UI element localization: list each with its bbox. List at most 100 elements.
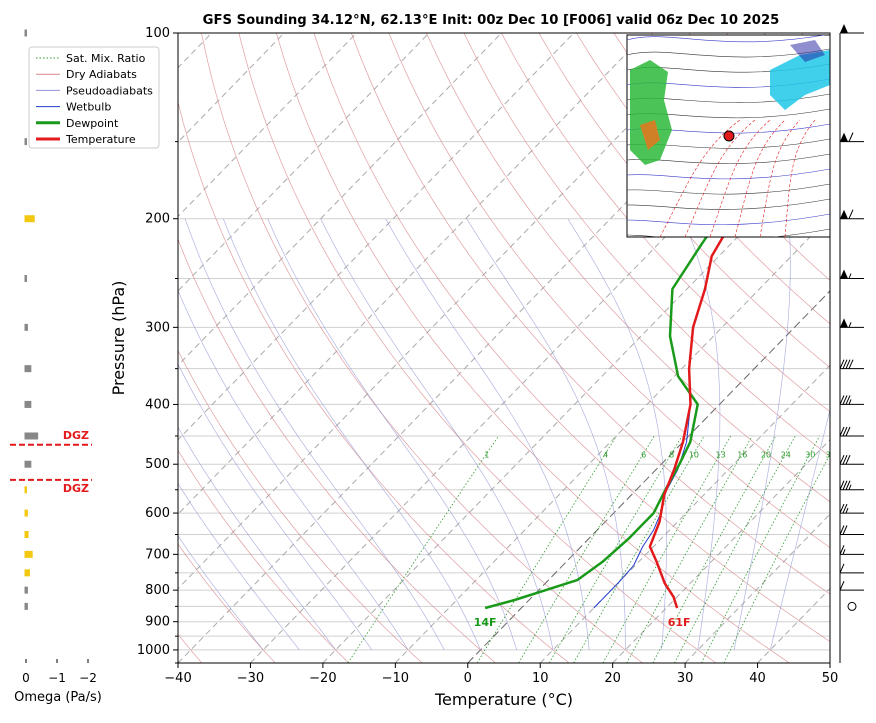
pseudoadiabat: [733, 218, 791, 650]
map-temp-contour: [759, 119, 801, 237]
dry-adiabat: [501, 33, 830, 413]
map-temp-contour: [709, 119, 771, 237]
map-location-marker: [723, 130, 735, 142]
barb-half-flag: [848, 322, 852, 328]
dry-adiabat: [201, 33, 643, 663]
omega-tick-label: 0: [22, 671, 30, 685]
isotherm-line: [178, 33, 285, 143]
legend-label: Wetbulb: [66, 101, 111, 114]
barb-flag: [839, 359, 845, 369]
legend-label: Dewpoint: [66, 117, 119, 130]
dry-adiabat: [238, 33, 717, 663]
barb-flag: [845, 455, 851, 465]
wind-barb: [840, 24, 864, 34]
wind-barb: [839, 563, 864, 574]
mixing-ratio-line: [347, 435, 499, 663]
dry-adiabat: [839, 33, 876, 663]
barb-flag: [839, 525, 845, 535]
wind-barb: [840, 269, 864, 280]
pseudoadiabat: [178, 363, 373, 651]
isotherm-line: [467, 290, 830, 663]
barb-flag: [839, 545, 845, 555]
mixing-ratio-label: 1: [484, 450, 489, 459]
barb-flag: [839, 395, 845, 405]
barb-flag: [848, 132, 854, 142]
isotherm-line: [829, 662, 830, 663]
calm-circle: [847, 601, 857, 611]
pseudoadiabat: [267, 218, 518, 650]
x-axis-label: Temperature (°C): [434, 690, 573, 709]
x-tick-label: 20: [604, 671, 621, 686]
mixing-ratio-label: 6: [641, 450, 646, 459]
map-precip-green: [630, 60, 672, 165]
legend: Sat. Mix. Ratio Dry Adiabats Pseudoadiabat…: [28, 46, 160, 149]
wind-barb: [839, 455, 864, 465]
dry-adiabat: [351, 33, 830, 595]
mixing-ratio-label: 4: [603, 450, 608, 459]
mixing-ratio-line: [476, 435, 617, 663]
dry-adiabat: [178, 349, 423, 663]
wind-barb: [840, 318, 864, 328]
mixing-ratio-label: 36: [825, 450, 835, 459]
map-contour: [627, 213, 830, 226]
map-contour: [627, 198, 830, 210]
x-tick-label: 10: [532, 671, 549, 686]
map-contour: [627, 35, 826, 43]
x-tick-label: −20: [309, 671, 336, 686]
dry-adiabat: [538, 33, 830, 369]
mixing-ratio-line: [723, 453, 830, 663]
barb-flag: [848, 359, 854, 369]
dry-adiabat: [178, 543, 276, 663]
barb-half-flag: [848, 399, 852, 405]
barb-flag: [839, 580, 845, 591]
barb-pennant: [840, 318, 848, 328]
map-snow-blue: [790, 40, 825, 62]
pseudoadiabat: [178, 535, 264, 651]
pseudoadiabat: [184, 218, 445, 651]
omega-tick-label: −2: [79, 671, 97, 685]
omega-bar: [24, 365, 32, 373]
wind-barb: [839, 503, 864, 514]
map-temp-contour: [659, 119, 741, 237]
barb-flag: [842, 426, 848, 437]
map-temp-contour: [734, 119, 786, 237]
x-tick-label: 0: [464, 671, 472, 686]
omega-bar: [24, 569, 30, 577]
mixing-ratio-label: 30: [805, 450, 815, 459]
omega-axis-label: Omega (Pa/s): [14, 690, 102, 705]
x-tick-label: −10: [382, 671, 409, 686]
wind-barb: [840, 132, 864, 143]
dry-adiabat: [388, 33, 830, 549]
surface-temp-label: 61F: [668, 616, 691, 629]
isotherm-line: [178, 33, 502, 367]
omega-bar: [24, 509, 28, 517]
barb-flag: [842, 525, 848, 535]
dry-adiabat: [178, 449, 349, 663]
x-tick-label: 40: [749, 671, 766, 686]
omega-bar: [24, 432, 39, 440]
y-tick-label: 1000: [137, 643, 170, 658]
omega-bar: [24, 531, 29, 539]
y-axis-label: Pressure (hPa): [109, 281, 128, 396]
omega-bar: [24, 29, 27, 37]
pseudoadiabat: [178, 482, 300, 651]
mixing-ratio-line: [548, 435, 683, 663]
y-tick-label: 100: [145, 26, 170, 41]
barb-pennant: [840, 269, 848, 279]
dry-adiabat: [313, 33, 830, 642]
map-temp-contour: [684, 119, 756, 237]
barb-flag: [842, 455, 848, 465]
map-snow-cyan: [770, 50, 830, 110]
pseudoadiabat: [178, 426, 336, 651]
map-temp-contour: [784, 119, 816, 237]
mixing-ratio-label: 20: [761, 450, 771, 459]
barb-flag: [839, 480, 845, 490]
barb-flag: [839, 563, 845, 574]
x-tick-label: −30: [237, 671, 264, 686]
omega-bar: [24, 400, 32, 408]
pseudoadiabat: [682, 218, 721, 650]
wind-barb: [839, 545, 864, 555]
omega-bar: [24, 275, 27, 283]
